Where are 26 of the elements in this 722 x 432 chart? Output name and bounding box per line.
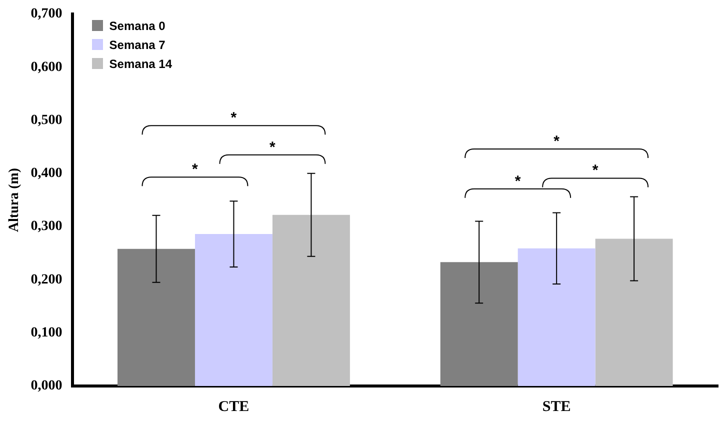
- y-tick-label: 0,000: [30, 378, 62, 394]
- annotation: *: [554, 132, 560, 150]
- y-tick-label: 0,400: [30, 166, 62, 182]
- legend-label: Semana 7: [109, 38, 166, 52]
- y-tick-label: 0,100: [30, 325, 62, 340]
- bar: [518, 248, 596, 386]
- annotation: *: [592, 162, 598, 180]
- y-tick-label: 0,500: [30, 112, 62, 128]
- y-tick-label: 0,200: [30, 272, 62, 288]
- bar: [595, 238, 673, 386]
- y-tick-label: 0,700: [30, 6, 62, 22]
- annotation: *: [192, 161, 198, 178]
- annotation: *: [514, 172, 521, 190]
- legend-label: Semana 14: [109, 56, 172, 70]
- x-tick-label: CTE: [218, 398, 250, 415]
- y-tick-label: 0,600: [30, 60, 62, 75]
- legend-label: Semana 0: [109, 18, 166, 32]
- x-tick-label: STE: [542, 398, 571, 415]
- bar: [440, 262, 518, 386]
- bar: [118, 248, 195, 386]
- y-axis-title: Altura (m): [7, 168, 22, 232]
- annotation: *: [270, 138, 276, 156]
- y-tick-label: 0,300: [30, 219, 62, 234]
- bar: [272, 214, 350, 386]
- bar: [194, 234, 272, 386]
- annotation: *: [230, 110, 237, 127]
